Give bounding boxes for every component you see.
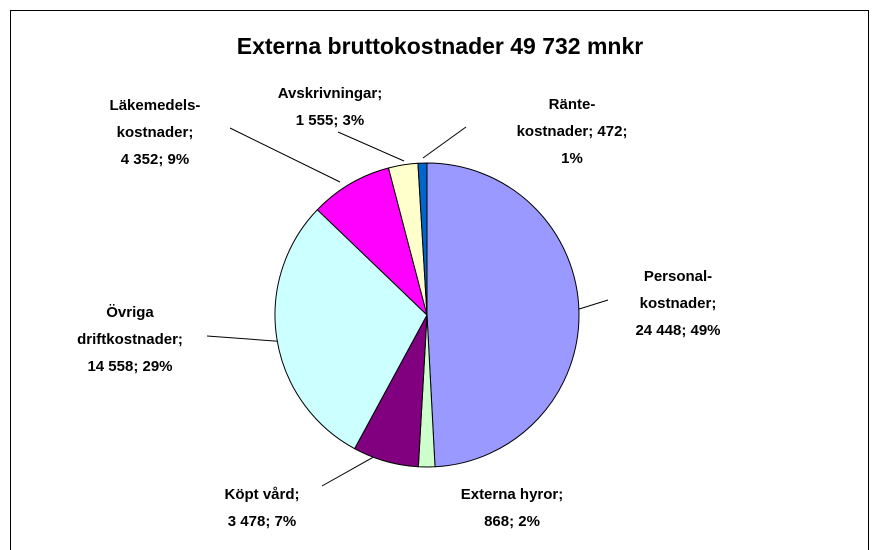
leader-line [575,299,609,311]
pie-slice [316,167,428,317]
slice-label: Avskrivningar; 1 555; 3% [278,85,382,129]
leader-lines [206,126,609,487]
slice-label: Externa hyror; 868; 2% [461,486,564,530]
slice-label: Köpt vård; 3 478; 7% [225,486,300,530]
leader-line [229,127,341,183]
chart-title: Externa bruttokostnader 49 732 mnkr [237,33,644,59]
slice-label: Ränte-kostnader; 472; 1% [517,96,628,167]
pie-slice [417,162,428,316]
leader-line [206,335,289,343]
slice-label: Övriga driftkostnader; 14 558; 29% [77,304,183,375]
slice-label: Läkemedels-kostnader; 4 352; 9% [110,97,201,168]
slice-label: Personal-kostnader; 24 448; 49% [635,268,720,339]
pie-slice [274,209,428,450]
leader-line [422,126,467,159]
leader-line [337,131,405,162]
pie-slice [426,162,580,468]
